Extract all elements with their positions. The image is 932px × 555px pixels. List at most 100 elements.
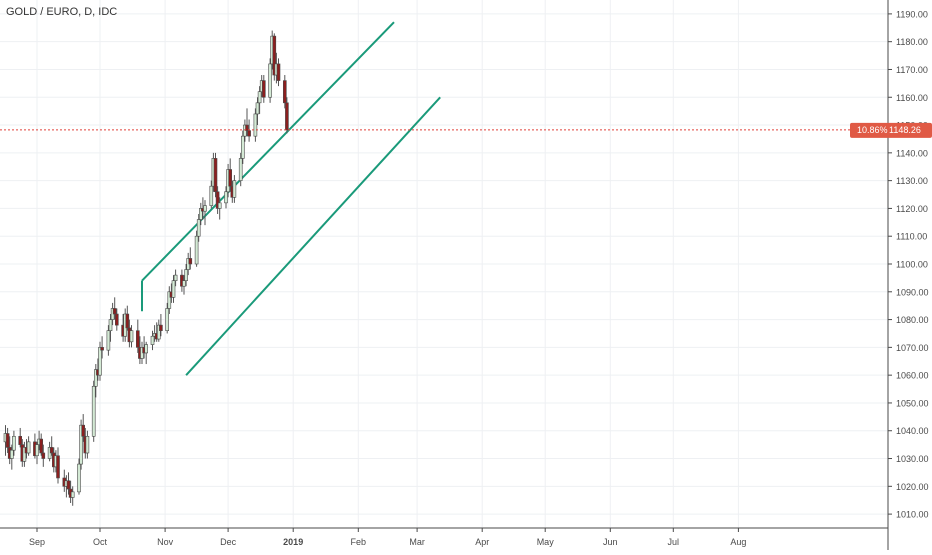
- candle-body: [282, 80, 287, 104]
- grid: [0, 0, 888, 528]
- y-tick-label: 1190.00: [896, 9, 928, 19]
- y-tick-label: 1160.00: [896, 93, 928, 103]
- candle-body: [81, 424, 85, 437]
- candle-body: [285, 102, 289, 131]
- price-badge-bg: [850, 122, 932, 138]
- price-change: 10.86%: [857, 125, 888, 135]
- candle-body: [268, 63, 272, 98]
- candle-body: [91, 385, 96, 437]
- candle-body: [241, 135, 245, 159]
- candle-body: [159, 324, 163, 331]
- candle-body: [217, 202, 222, 209]
- candle-body: [253, 113, 258, 137]
- candle-body: [112, 308, 117, 315]
- candle-body: [261, 80, 266, 98]
- candle-body: [196, 219, 201, 237]
- candle-body: [215, 191, 220, 209]
- candle-body: [56, 455, 60, 479]
- x-tick-label: Aug: [730, 537, 746, 547]
- candle-body: [228, 169, 232, 187]
- candle-body: [173, 274, 178, 281]
- candle-body: [157, 324, 161, 340]
- candle-body: [5, 433, 10, 448]
- candle-body: [171, 280, 176, 298]
- price-badge: 10.86% 1148.26: [850, 122, 932, 138]
- candle-body: [238, 158, 243, 181]
- candle-body: [188, 258, 193, 265]
- candle-body: [247, 130, 251, 137]
- candle-body: [100, 347, 104, 351]
- candle-body: [245, 124, 249, 131]
- candle-body: [85, 435, 90, 454]
- channel-upper-line[interactable]: [141, 21, 395, 282]
- y-tick-label: 1050.00: [896, 398, 929, 408]
- price-value: 1148.26: [889, 125, 921, 135]
- y-tick-label: 1120.00: [896, 204, 928, 214]
- candle-body: [35, 444, 39, 457]
- candle-body: [94, 369, 98, 387]
- y-tick-label: 1070.00: [896, 343, 929, 353]
- candle-body: [18, 435, 23, 445]
- candle-body: [129, 330, 134, 343]
- chart-title: GOLD / EURO, D, IDC: [6, 6, 117, 18]
- x-tick-label: Feb: [351, 537, 367, 547]
- candle-body: [182, 280, 186, 287]
- candle-body: [125, 313, 130, 329]
- price-axis-background: [888, 0, 932, 550]
- candle-body: [10, 449, 14, 459]
- candle-body: [41, 452, 46, 459]
- x-tick-label: Jul: [668, 537, 680, 547]
- candle-body: [70, 491, 75, 498]
- y-tick-label: 1130.00: [896, 176, 928, 186]
- candle-body: [257, 91, 262, 104]
- candle-body: [108, 319, 113, 331]
- candle-body: [66, 480, 71, 490]
- candle-body: [39, 438, 44, 454]
- y-tick-label: 1080.00: [896, 315, 929, 325]
- candle-body: [232, 180, 237, 198]
- candle-body: [272, 35, 277, 76]
- y-tick-label: 1020.00: [896, 482, 929, 492]
- y-tick-label: 1090.00: [896, 287, 929, 297]
- candle-body: [165, 308, 169, 331]
- candle-body: [79, 424, 83, 465]
- channel-lower-line[interactable]: [185, 96, 441, 376]
- x-tick-label: Oct: [93, 537, 108, 547]
- y-tick-label: 1100.00: [896, 260, 928, 270]
- x-tick-label: Dec: [220, 537, 237, 547]
- y-tick-label: 1060.00: [896, 371, 929, 381]
- x-tick-label: Jun: [603, 537, 618, 547]
- candle-body: [115, 313, 119, 326]
- candle-body: [150, 335, 155, 345]
- y-tick-label: 1030.00: [896, 454, 929, 464]
- candle-body: [224, 191, 228, 204]
- candle-body: [209, 185, 214, 206]
- candle-body: [213, 158, 218, 193]
- candle-body: [49, 447, 54, 454]
- x-tick-label: Nov: [157, 537, 174, 547]
- candle-body: [136, 330, 140, 348]
- y-tick-label: 1110.00: [896, 232, 927, 242]
- y-tick-label: 1180.00: [896, 37, 928, 47]
- candle-body: [22, 447, 27, 462]
- x-tick-label: Mar: [409, 537, 425, 547]
- candle-body: [194, 235, 199, 265]
- x-tick-label: Apr: [475, 537, 489, 547]
- candle-body: [98, 347, 102, 376]
- trend-channel[interactable]: [141, 21, 441, 376]
- y-tick-label: 1140.00: [896, 148, 928, 158]
- candle-body: [106, 330, 111, 351]
- candle-body: [255, 102, 260, 115]
- candles: [3, 30, 289, 506]
- candle-body: [184, 269, 188, 281]
- candle-body: [144, 344, 148, 354]
- y-tick-label: 1170.00: [896, 65, 928, 75]
- candle-body: [167, 291, 172, 309]
- candle-body: [276, 63, 281, 81]
- x-tick-label: Sep: [29, 537, 45, 547]
- y-tick-label: 1010.00: [896, 510, 929, 520]
- candle-body: [26, 441, 31, 454]
